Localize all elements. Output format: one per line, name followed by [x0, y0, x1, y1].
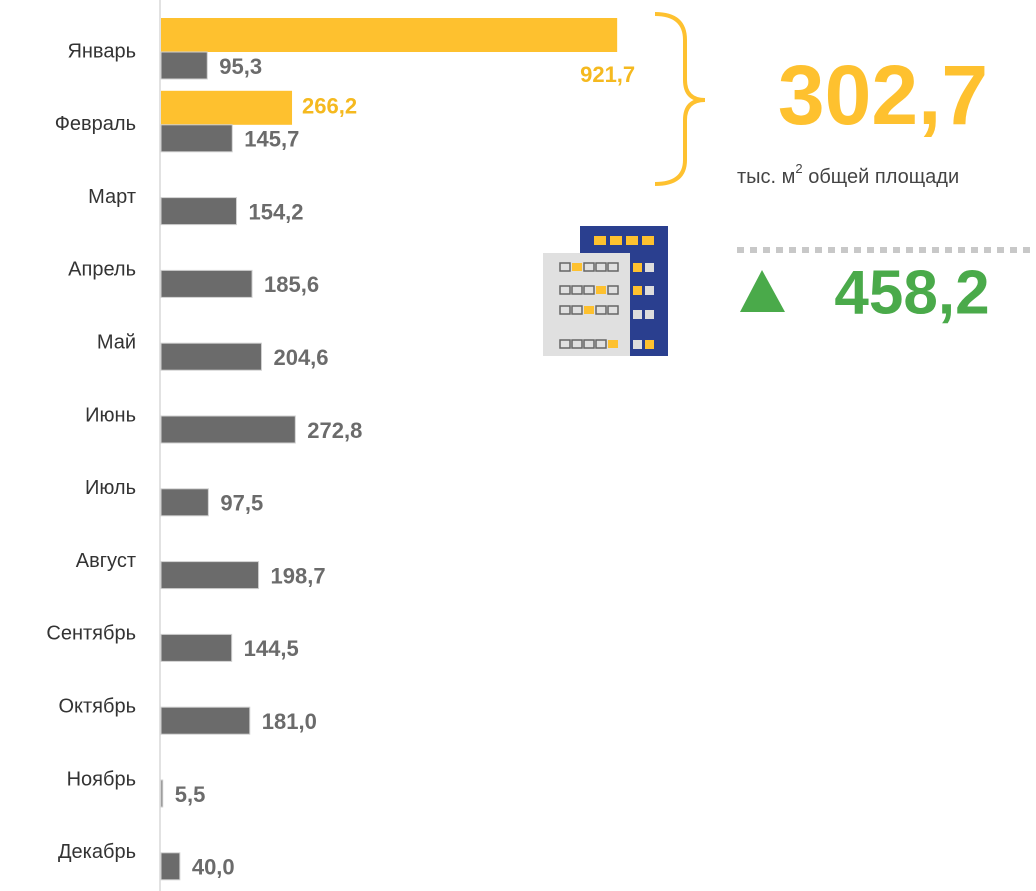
value-label: 97,5 [220, 491, 263, 516]
bar [161, 90, 293, 125]
value-label: 144,5 [244, 636, 299, 661]
category-label: Ноябрь [67, 768, 136, 790]
total-value: 302,7 [778, 48, 988, 142]
value-label: 145,7 [244, 127, 299, 152]
category-label: Апрель [68, 259, 136, 281]
category-label: Август [76, 550, 136, 572]
value-label: 204,6 [273, 345, 328, 370]
value-label: 95,3 [219, 54, 262, 79]
building-icon [543, 226, 668, 356]
bar [160, 561, 260, 590]
unit-label: тыс. м2 общей площади [737, 161, 959, 188]
category-label: Январь [67, 40, 136, 62]
unit-sup: 2 [795, 161, 802, 176]
category-label: Июнь [85, 404, 136, 426]
value-label: 266,2 [302, 94, 357, 119]
bar [161, 18, 618, 52]
unit-rest: общей площади [803, 166, 959, 188]
category-label: Октябрь [58, 695, 136, 717]
bar [160, 633, 233, 662]
bar [160, 51, 208, 80]
value-label: 198,7 [271, 563, 326, 588]
value-label: 40,0 [192, 855, 235, 880]
bar [160, 342, 262, 371]
category-label: Июль [85, 477, 136, 499]
change-value: 458,2 [834, 258, 989, 327]
category-label: Март [88, 186, 136, 208]
bar [160, 706, 251, 735]
category-label: Май [97, 331, 136, 353]
bar [160, 269, 253, 298]
category-label: Февраль [55, 113, 136, 135]
bar [160, 488, 209, 517]
unit: тыс. м [737, 166, 795, 188]
value-label: 921,7 [580, 62, 635, 87]
value-label: 181,0 [262, 709, 317, 734]
bracket [654, 12, 706, 186]
value-label: 5,5 [175, 782, 206, 807]
bar [160, 197, 237, 226]
category-label: Сентябрь [46, 623, 136, 645]
value-label: 272,8 [307, 418, 362, 443]
bar [160, 852, 181, 881]
bar [160, 124, 233, 153]
value-label: 185,6 [264, 272, 319, 297]
bar [160, 415, 296, 444]
bar [160, 779, 164, 808]
up-arrow [740, 270, 785, 312]
category-label: Декабрь [58, 841, 136, 863]
value-label: 154,2 [248, 199, 303, 224]
